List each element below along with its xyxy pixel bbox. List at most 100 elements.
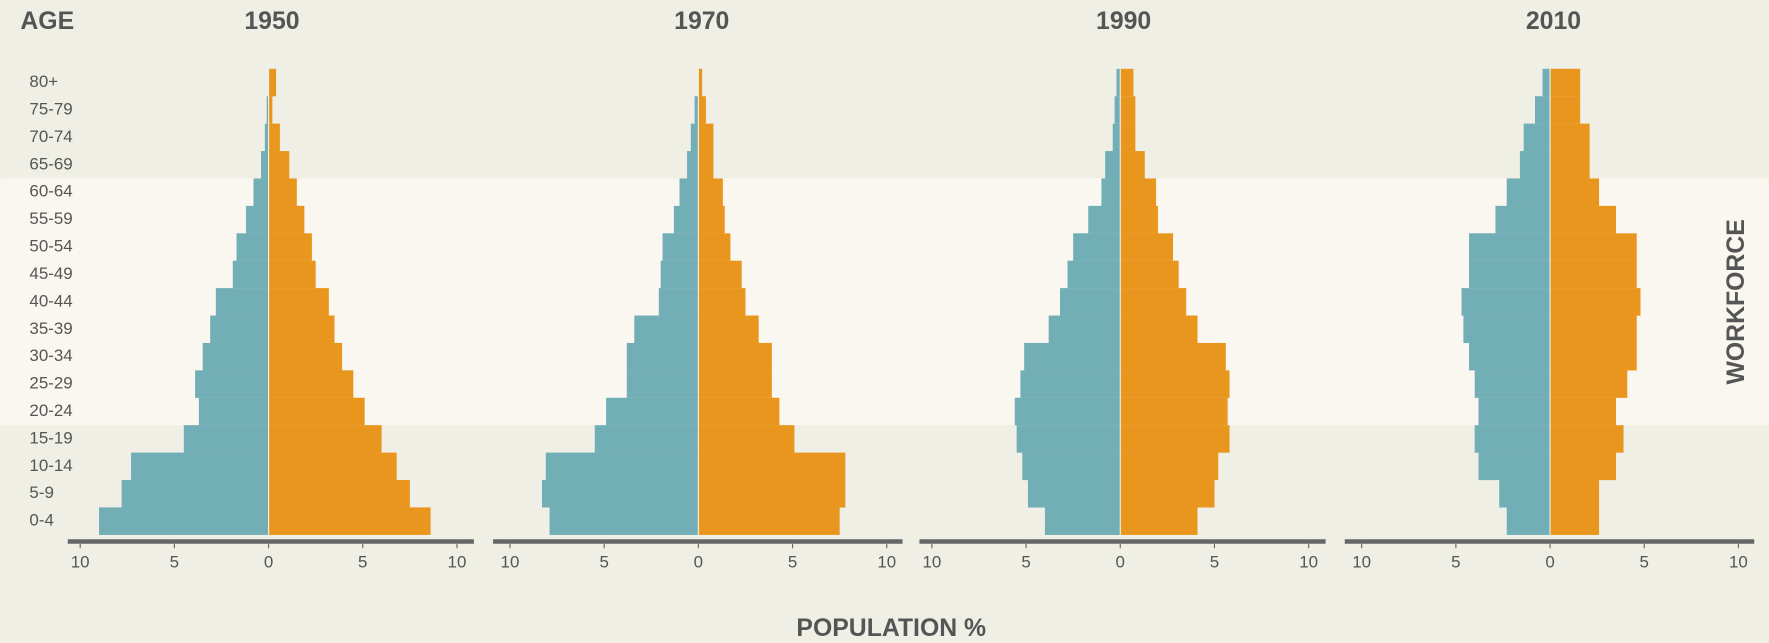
bar xyxy=(679,178,699,206)
bar xyxy=(660,260,699,289)
bar xyxy=(1495,205,1551,234)
bar xyxy=(626,342,699,371)
bar xyxy=(1014,397,1121,426)
bar xyxy=(253,178,269,206)
bar xyxy=(698,205,725,234)
bar xyxy=(268,507,431,535)
age-label: 80+ xyxy=(29,72,58,91)
bar xyxy=(236,233,269,261)
bar xyxy=(1474,370,1551,398)
bar xyxy=(698,370,772,398)
bar xyxy=(1542,68,1551,97)
bar xyxy=(698,260,742,289)
bar xyxy=(266,96,269,124)
bar xyxy=(245,205,269,234)
bar xyxy=(1550,96,1581,124)
age-label: 60-64 xyxy=(29,182,72,201)
bar xyxy=(1101,178,1121,206)
bar xyxy=(1550,397,1616,426)
bar xyxy=(195,370,269,398)
bar xyxy=(1120,205,1158,234)
bar xyxy=(1519,151,1551,179)
bar xyxy=(1120,288,1187,316)
bar xyxy=(268,205,305,234)
bar xyxy=(268,342,343,371)
bar xyxy=(1120,397,1228,426)
bar xyxy=(1120,123,1136,152)
bar xyxy=(268,96,273,124)
bar xyxy=(606,397,699,426)
x-tick-label: 5 xyxy=(1021,552,1030,571)
bar xyxy=(210,315,269,344)
bar xyxy=(1550,178,1600,206)
bar xyxy=(1073,233,1121,261)
bar xyxy=(698,315,759,344)
bar xyxy=(1478,397,1551,426)
bar xyxy=(1506,507,1551,535)
age-label: 50-54 xyxy=(29,237,72,256)
bar xyxy=(694,96,699,124)
bar xyxy=(1550,479,1600,508)
x-tick-label: 5 xyxy=(1210,552,1219,571)
bar xyxy=(549,507,699,535)
bar xyxy=(1469,260,1551,289)
bar xyxy=(1120,425,1230,453)
bar xyxy=(698,288,746,316)
bar xyxy=(1550,233,1637,261)
bar xyxy=(698,425,795,453)
bar xyxy=(626,370,699,398)
x-axis-label: POPULATION % xyxy=(796,615,986,642)
bar xyxy=(1550,315,1637,344)
bar xyxy=(1016,425,1121,453)
x-tick-label: 5 xyxy=(358,552,367,571)
bar xyxy=(198,397,269,426)
x-tick-label: 10 xyxy=(1352,552,1371,571)
bar xyxy=(268,370,354,398)
panel-title: 1970 xyxy=(674,8,729,35)
bar xyxy=(1120,68,1134,97)
bar xyxy=(1550,151,1590,179)
bar xyxy=(698,96,706,124)
bar xyxy=(1550,68,1581,97)
x-tick-label: 0 xyxy=(1116,552,1125,571)
bar xyxy=(698,178,723,206)
bar xyxy=(1059,288,1121,316)
bar xyxy=(268,397,365,426)
bar xyxy=(1044,507,1121,535)
bar xyxy=(1478,452,1551,481)
bar xyxy=(1105,151,1121,179)
bar xyxy=(698,507,840,535)
bar xyxy=(268,151,290,179)
bar xyxy=(698,233,731,261)
bar xyxy=(687,151,699,179)
bar xyxy=(131,452,269,481)
bar xyxy=(268,68,277,97)
band-label: WORKFORCE xyxy=(1723,219,1750,384)
age-label: 30-34 xyxy=(29,346,72,365)
age-label: 70-74 xyxy=(29,127,72,146)
bar xyxy=(1027,479,1121,508)
age-label: 15-19 xyxy=(29,428,72,447)
age-label: 75-79 xyxy=(29,99,72,118)
bar xyxy=(1550,288,1641,316)
age-label: 35-39 xyxy=(29,319,72,338)
bar xyxy=(1114,96,1121,124)
bar xyxy=(1120,370,1230,398)
bar xyxy=(232,260,269,289)
bar xyxy=(261,151,269,179)
x-tick-label: 10 xyxy=(877,552,896,571)
bar xyxy=(1499,479,1551,508)
bar xyxy=(594,425,699,453)
x-tick-label: 5 xyxy=(599,552,608,571)
bar xyxy=(1120,151,1145,179)
age-label: 20-24 xyxy=(29,401,72,420)
bar xyxy=(268,479,410,508)
x-tick-label: 10 xyxy=(501,552,520,571)
bar xyxy=(542,479,699,508)
x-tick-label: 0 xyxy=(1545,552,1554,571)
bar xyxy=(1463,315,1551,344)
bar xyxy=(698,68,703,97)
age-label: 55-59 xyxy=(29,209,72,228)
bar xyxy=(1506,178,1551,206)
bar xyxy=(268,233,312,261)
